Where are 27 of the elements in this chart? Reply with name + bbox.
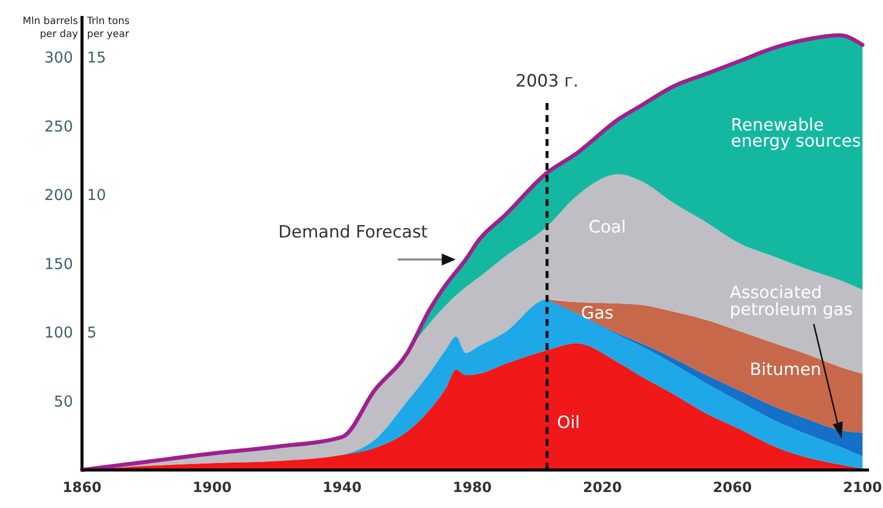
annotation: Demand Forecast [278,222,428,243]
x-tick-label: 2060 [712,480,752,496]
x-tick-label: 1980 [452,480,492,496]
x-tick-label: 2100 [843,480,882,496]
ref-line-label: 2003 г. [516,72,579,92]
y2-axis-title: Trln tons per year [86,16,130,40]
y2-tick-label: 5 [87,324,97,342]
y2-tick-label: 15 [87,48,106,67]
y-tick-label: 100 [44,324,73,342]
y-axis-title: Mln barrels per day [22,16,78,40]
text: Associated petroleum gas [730,283,853,320]
series-label: Renewable energy sources [730,115,862,152]
series-label: Coal [588,217,626,238]
y-tick-label: 300 [44,48,73,67]
series-label: Oil [557,413,580,434]
x-tick-label: 1900 [192,480,232,496]
series-label: Gas [581,304,614,324]
y2-tick-label: 10 [87,186,106,204]
y-tick-label: 150 [44,254,73,273]
y-tick-label: 50 [54,392,73,410]
x-tick-label: 1860 [62,480,102,496]
line-series [80,33,864,472]
y-tick-label: 250 [44,117,73,136]
y-tick-label: 200 [44,186,73,204]
x-tick-label: 2020 [582,480,622,496]
series-label: Bitumen [750,360,822,380]
x-tick-label: 1940 [322,480,362,496]
